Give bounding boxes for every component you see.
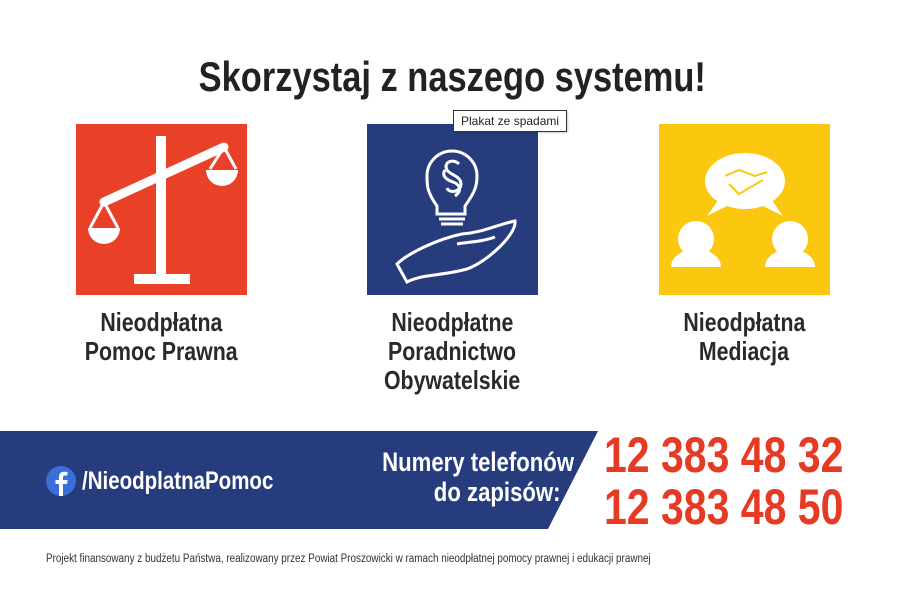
scales-icon [76, 124, 247, 295]
phone-banner [0, 431, 598, 529]
lightbulb-hand-icon [367, 124, 538, 295]
tile-civic-advice-label: Nieodpłatne Poradnictwo Obywatelskie [383, 307, 521, 395]
tile-civic-advice [367, 124, 538, 295]
tile-mediation [659, 124, 830, 295]
phone-label: Numery telefonów do zapisów: [382, 447, 575, 507]
tile-legal-aid-label: Nieodpłatna Pomoc Prawna [84, 307, 238, 366]
poster-title: Skorzystaj z naszego systemu! [198, 53, 706, 100]
tile-mediation-label: Nieodpłatna Mediacja [682, 307, 805, 366]
tile-legal-aid [76, 124, 247, 295]
facebook-icon [46, 466, 76, 496]
funding-note: Projekt finansowany z budżetu Państwa, r… [46, 553, 651, 565]
phone-number-1: 12 383 48 32 [604, 427, 844, 483]
facebook-link[interactable]: /NieodplatnaPomoc [46, 466, 296, 496]
tooltip: Plakat ze spadami [453, 110, 568, 132]
mediation-icon [659, 124, 830, 295]
phone-number-2: 12 383 48 50 [604, 479, 844, 535]
